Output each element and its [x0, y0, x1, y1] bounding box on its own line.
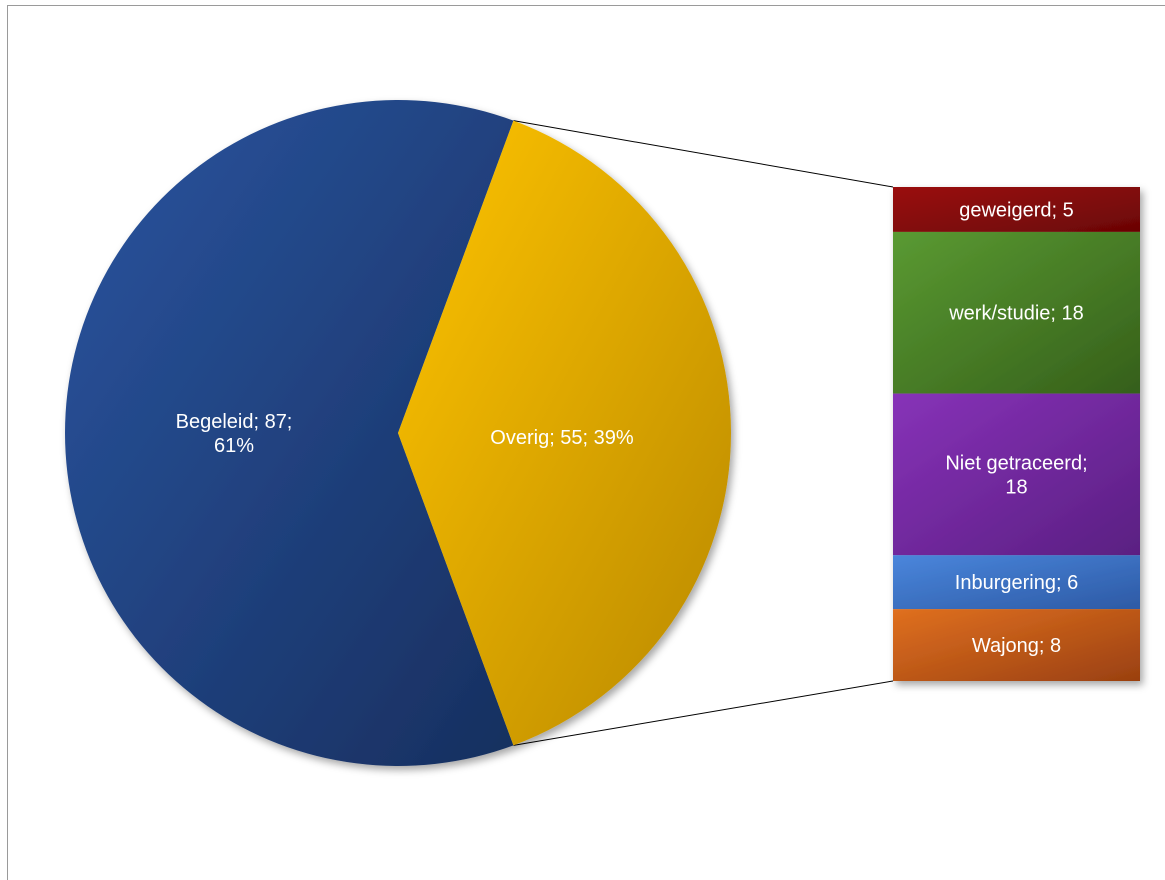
data-label-overig: Overig; 55; 39% [490, 427, 634, 449]
data-label-werk-studie: werk/studie; 18 [948, 303, 1084, 325]
connector-line-bottom [513, 680, 894, 746]
data-label-geweigerd: geweigerd; 5 [959, 199, 1074, 221]
bar-segment-werk-studie [893, 231, 1140, 394]
bar-segment-wajong [893, 609, 1140, 681]
data-label-wajong: Wajong; 8 [972, 635, 1061, 657]
data-label-begeleid: Begeleid; 87; 61% [176, 411, 293, 457]
bar-segment-geweigerd [893, 187, 1140, 232]
data-label-inburgering: Inburgering; 6 [955, 572, 1078, 594]
pie-slice-overig [398, 120, 731, 746]
chart-area [7, 5, 1165, 880]
connector-line-top [513, 120, 894, 188]
data-label-niet-getraceerd: Niet getraceerd; 18 [945, 452, 1087, 498]
bar-segment-inburgering [893, 555, 1140, 610]
pie-slice-begeleid [65, 100, 514, 766]
bar-segment-niet-getraceerd [893, 393, 1140, 556]
